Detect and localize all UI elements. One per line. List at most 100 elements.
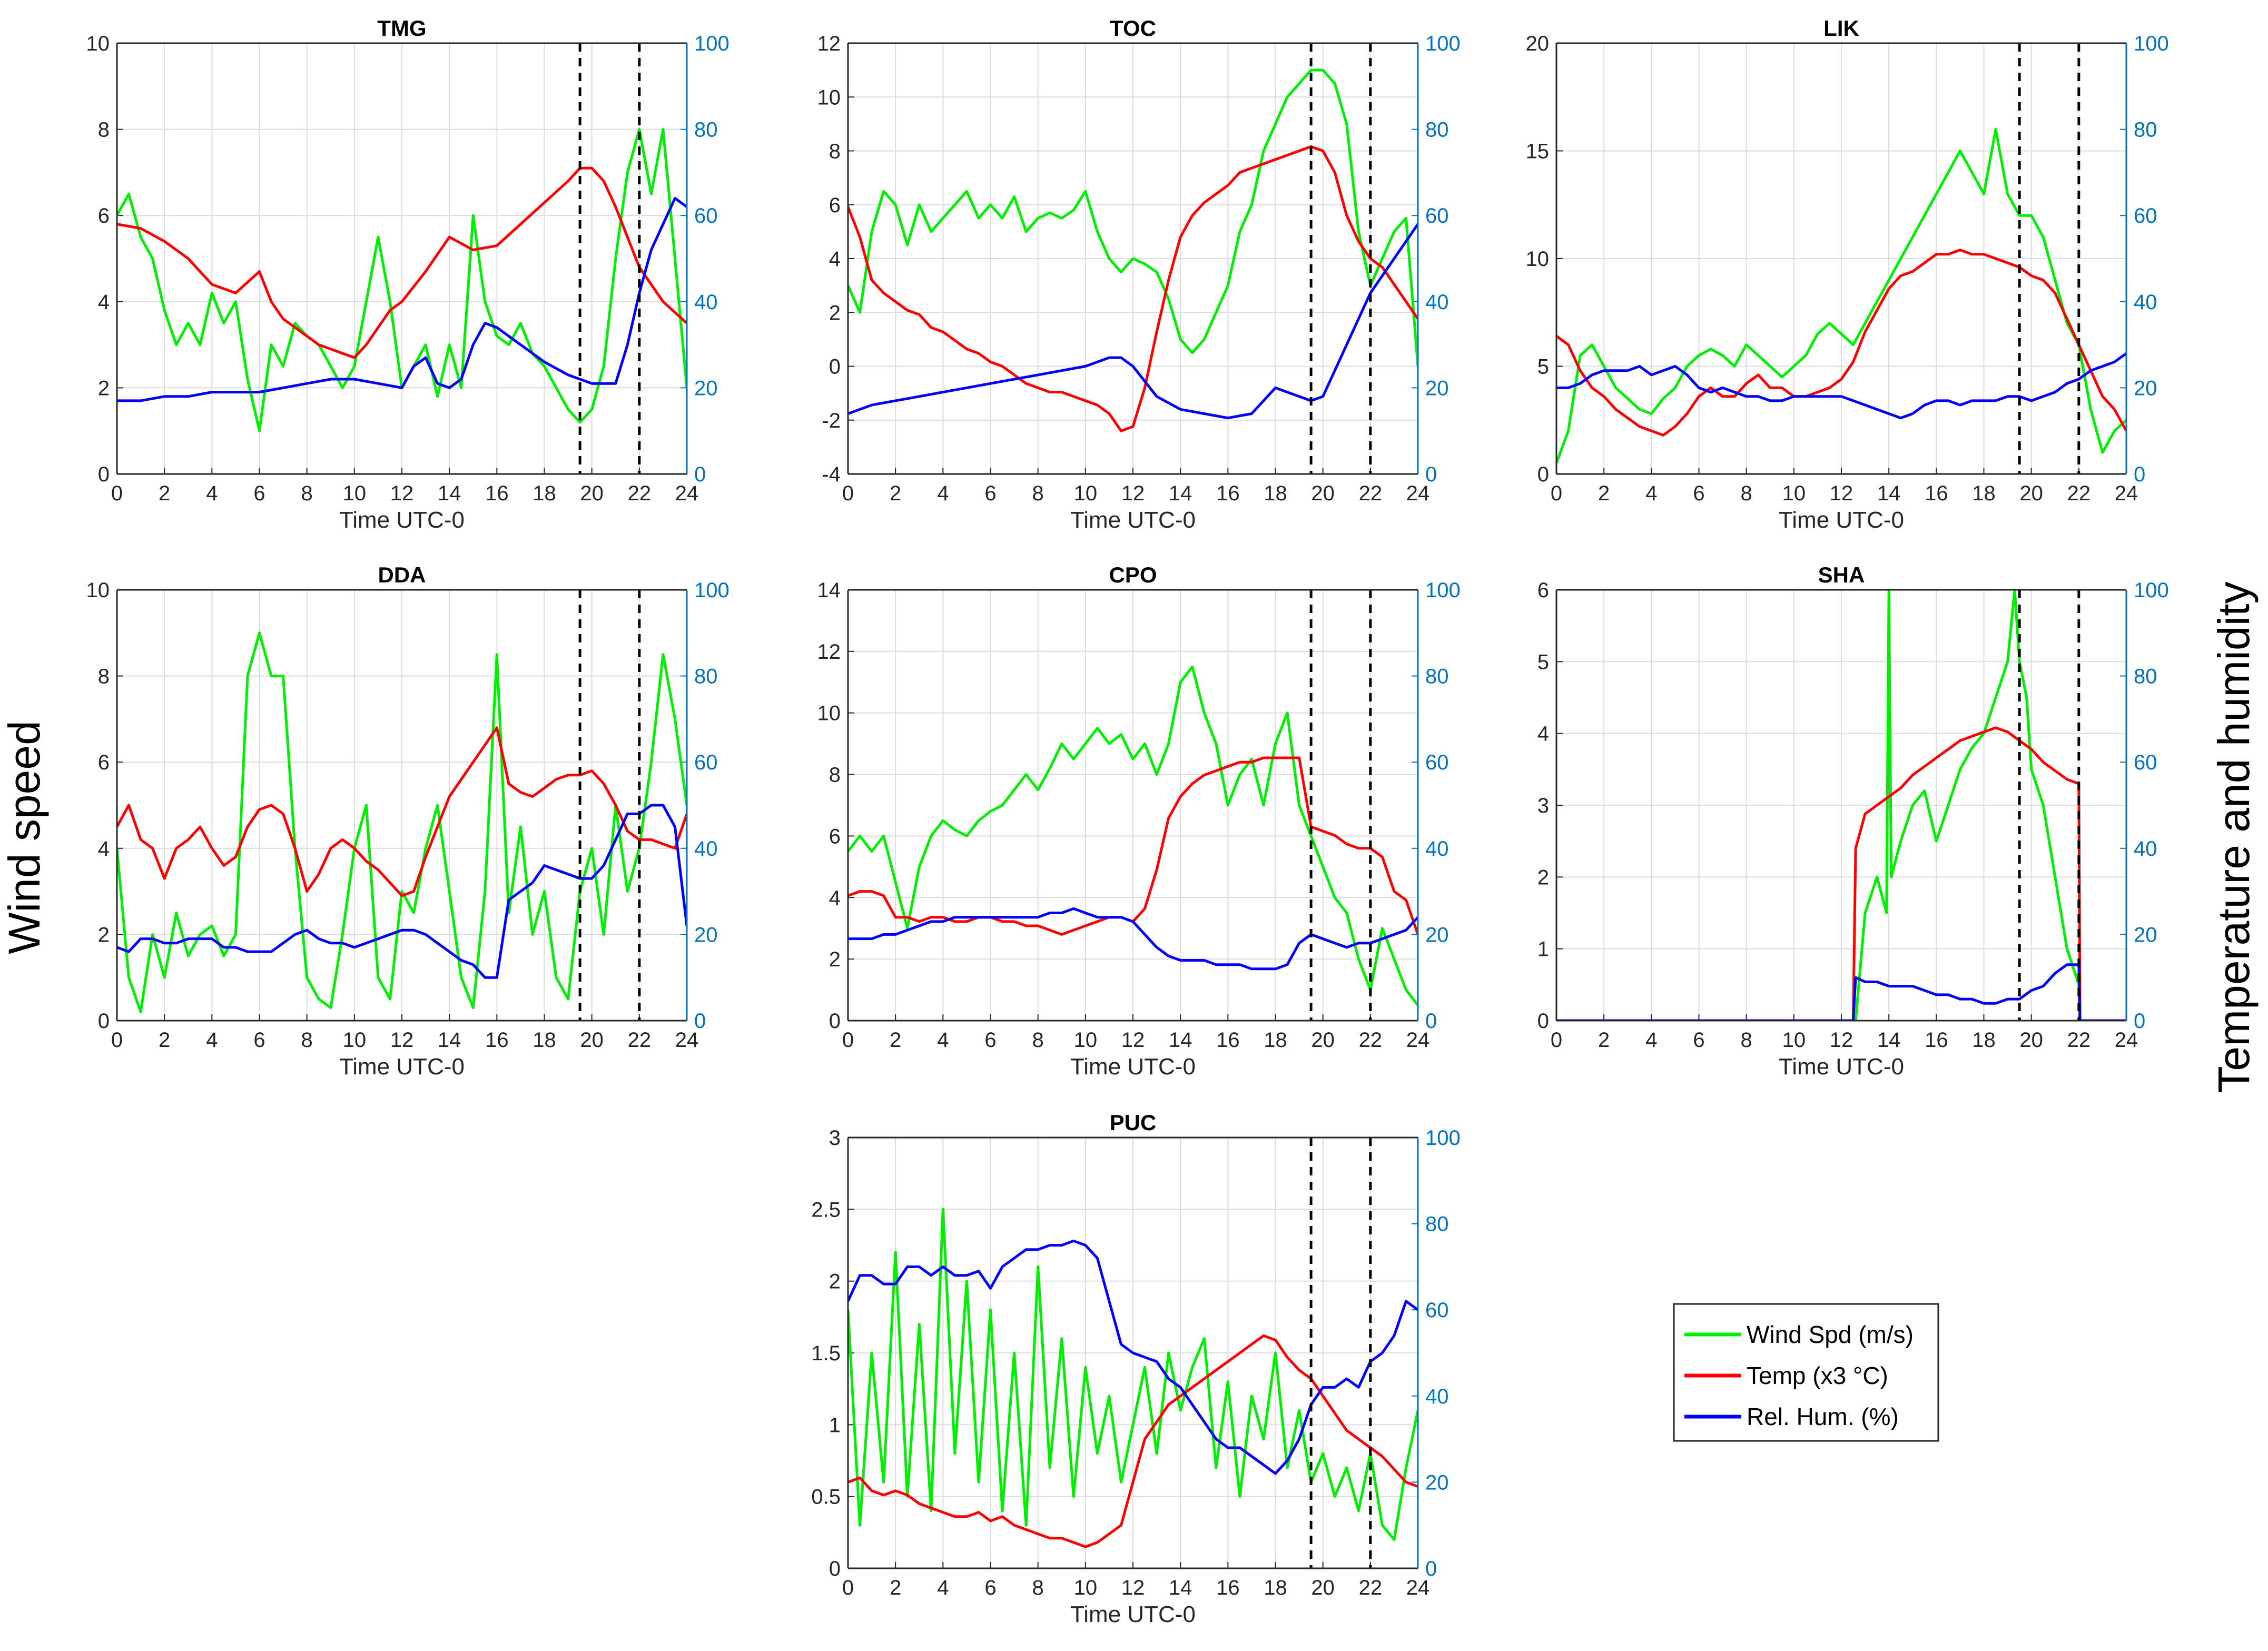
x-tick-label: 4 — [937, 1029, 949, 1052]
y-right-tick-label: 20 — [694, 923, 718, 946]
y-left-tick-label: 6 — [98, 751, 110, 774]
x-tick-label: 6 — [1693, 482, 1704, 505]
x-tick-label: 6 — [253, 1029, 265, 1052]
y-left-tick-label: 5 — [1537, 355, 1549, 379]
x-tick-label: 10 — [1782, 1029, 1806, 1052]
x-tick-label: 18 — [1264, 482, 1287, 505]
y-left-tick-label: 15 — [1526, 140, 1550, 163]
y-right-tick-label: 80 — [1425, 1213, 1449, 1236]
panels: 0 2 4 6 8 10 12 14 16 18 20 22 240246810020406080100… — [86, 16, 2169, 1627]
x-tick-label: 18 — [1264, 1029, 1287, 1052]
y-left-tick-label: 10 — [86, 32, 110, 55]
x-tick-label: 0 — [111, 1029, 123, 1052]
x-tick-label: 2 — [1598, 1029, 1610, 1052]
chart-title: TMG — [377, 16, 426, 41]
y-right-tick-label: 100 — [1425, 579, 1461, 602]
y-right-tick-label: 80 — [694, 118, 718, 142]
temperature-line — [117, 166, 687, 359]
humidity-line — [848, 907, 1418, 971]
y-right-tick-label: 80 — [2134, 665, 2157, 688]
temperature-line — [848, 145, 1418, 432]
x-tick-label: 6 — [984, 1576, 996, 1599]
humidity-line — [1556, 963, 2126, 1021]
x-tick-label: 16 — [485, 482, 509, 505]
x-tick-label: 24 — [2115, 1029, 2138, 1052]
x-tick-label: 12 — [1121, 1576, 1145, 1599]
wind-speed-line — [1556, 590, 2126, 1021]
y-left-tick-label: 8 — [98, 665, 110, 688]
x-tick-label: 2 — [890, 482, 901, 505]
x-tick-label: 10 — [1074, 1576, 1098, 1599]
humidity-line — [117, 804, 687, 979]
x-tick-label: 22 — [1359, 1576, 1383, 1599]
y-right-tick-label: 20 — [2134, 377, 2157, 400]
y-left-tick-label: 0 — [1537, 463, 1549, 486]
y-left-tick-label: 2 — [98, 377, 110, 400]
y-left-tick-label: 4 — [829, 886, 841, 909]
left-axis-label: Wind speed — [0, 720, 49, 954]
x-tick-label: 12 — [1830, 482, 1853, 505]
x-tick-label: 6 — [984, 1029, 996, 1052]
y-right-tick-label: 60 — [2134, 204, 2157, 228]
y-right-tick-label: 0 — [2134, 1010, 2145, 1033]
x-tick-label: 20 — [2019, 482, 2043, 505]
series-group — [117, 128, 687, 432]
series-group — [848, 665, 1418, 1006]
chart-title: DDA — [378, 562, 426, 587]
x-tick-label: 24 — [1406, 1576, 1430, 1599]
x-tick-label: 20 — [1311, 1029, 1335, 1052]
temperature-line — [1556, 249, 2126, 437]
chart-sha: 0 2 4 6 8 10 12 14 16 18 20 22 240123456020406080100… — [1537, 562, 2169, 1080]
x-tick-label: 4 — [1645, 1029, 1657, 1052]
y-left-tick-label: 20 — [1526, 32, 1550, 55]
y-right-tick-label: 40 — [694, 291, 718, 314]
y-left-tick-label: 4 — [98, 837, 110, 861]
x-tick-label: 24 — [1406, 1029, 1430, 1052]
y-right-tick-label: 100 — [1425, 32, 1461, 55]
x-tick-label: 16 — [1216, 1029, 1240, 1052]
y-right-tick-label: 40 — [694, 837, 718, 861]
y-left-tick-label: 3 — [829, 1126, 841, 1150]
y-left-tick-label: 2 — [98, 923, 110, 946]
x-tick-label: 8 — [1741, 482, 1752, 505]
y-left-tick-label: 1 — [1537, 938, 1549, 961]
x-tick-label: 20 — [1311, 482, 1335, 505]
x-tick-label: 22 — [628, 482, 652, 505]
x-tick-label: 8 — [301, 1029, 313, 1052]
x-tick-label: 14 — [1877, 482, 1901, 505]
y-right-tick-label: 0 — [1425, 1010, 1437, 1033]
chart-title: PUC — [1110, 1110, 1157, 1135]
x-tick-label: 0 — [842, 482, 854, 505]
x-tick-label: 0 — [1551, 482, 1562, 505]
wind-speed-line — [1556, 128, 2126, 464]
x-tick-label: 18 — [533, 482, 556, 505]
y-right-tick-label: 80 — [1425, 665, 1449, 688]
chart-puc: 0 2 4 6 8 10 12 14 16 18 20 22 2400.511.522.53020406… — [811, 1110, 1460, 1627]
legend-label-hum: Rel. Hum. (%) — [1747, 1403, 1899, 1430]
y-right-tick-label: 60 — [1425, 751, 1449, 774]
y-left-tick-label: 10 — [817, 702, 841, 725]
x-axis-label: Time UTC-0 — [1779, 1054, 1904, 1080]
x-tick-label: 14 — [1877, 1029, 1901, 1052]
x-tick-label: 12 — [390, 482, 414, 505]
right-axis-label: Temperature and humidity — [2209, 581, 2259, 1093]
y-left-tick-label: 2 — [1537, 866, 1549, 889]
x-tick-label: 20 — [1311, 1576, 1335, 1599]
x-tick-label: 10 — [343, 1029, 367, 1052]
x-tick-label: 10 — [1782, 482, 1806, 505]
y-right-tick-label: 100 — [694, 579, 729, 602]
y-left-tick-label: 0 — [829, 355, 841, 379]
wind-speed-line — [848, 68, 1418, 367]
x-tick-label: 24 — [2115, 482, 2138, 505]
humidity-line — [848, 1239, 1418, 1475]
y-right-tick-label: 40 — [1425, 1385, 1449, 1408]
x-tick-label: 18 — [1264, 1576, 1287, 1599]
x-axis-label: Time UTC-0 — [339, 1054, 465, 1080]
y-left-tick-label: 10 — [86, 579, 110, 602]
x-tick-label: 14 — [1169, 1576, 1192, 1599]
x-tick-label: 10 — [1074, 482, 1098, 505]
x-tick-label: 18 — [1972, 1029, 1996, 1052]
legend: Wind Spd (m/s) Temp (x3 °C) Rel. Hum. (%… — [1673, 1303, 1939, 1442]
y-left-tick-label: 4 — [1537, 723, 1549, 746]
y-right-tick-label: 20 — [2134, 923, 2157, 946]
